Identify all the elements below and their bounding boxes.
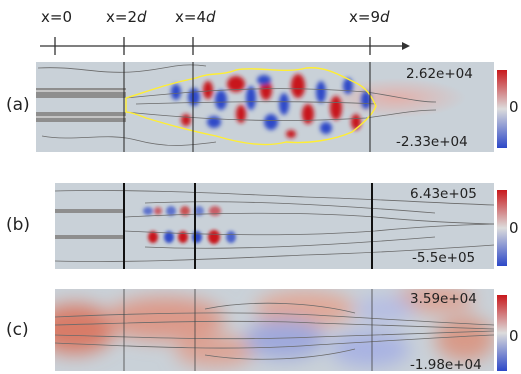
panel-b-max: 6.43e+05 xyxy=(410,186,477,202)
x-axis xyxy=(40,37,410,55)
panel-a-zero: 0 xyxy=(509,98,519,116)
panel-b-zero: 0 xyxy=(509,219,519,237)
axis-tick-label-9d: x=9d xyxy=(349,8,390,26)
panel-a-field xyxy=(36,62,494,152)
axis-tick-label-0: x=0 xyxy=(41,8,72,26)
panel-a-min: -2.33e+04 xyxy=(396,134,468,150)
panel-c-label: (c) xyxy=(6,320,29,340)
panel-c-max: 3.59e+04 xyxy=(410,291,477,307)
panel-c-colorbar xyxy=(497,295,507,371)
panel-c-min: -1.98e+04 xyxy=(410,357,482,373)
panel-b-label: (b) xyxy=(6,215,31,235)
panel-b-colorbar xyxy=(497,190,507,266)
panel-c-zero: 0 xyxy=(509,327,519,345)
panel-b-min: -5.5e+05 xyxy=(412,250,476,266)
panel-a-label: (a) xyxy=(6,95,30,115)
panel-a-max: 2.62e+04 xyxy=(406,66,473,82)
panel-a-colorbar xyxy=(497,70,507,148)
axis-tick-label-4d: x=4d xyxy=(175,8,216,26)
panel-c-field xyxy=(55,289,494,371)
panel-b-field xyxy=(55,183,494,269)
axis-tick-label-2d: x=2d xyxy=(106,8,147,26)
